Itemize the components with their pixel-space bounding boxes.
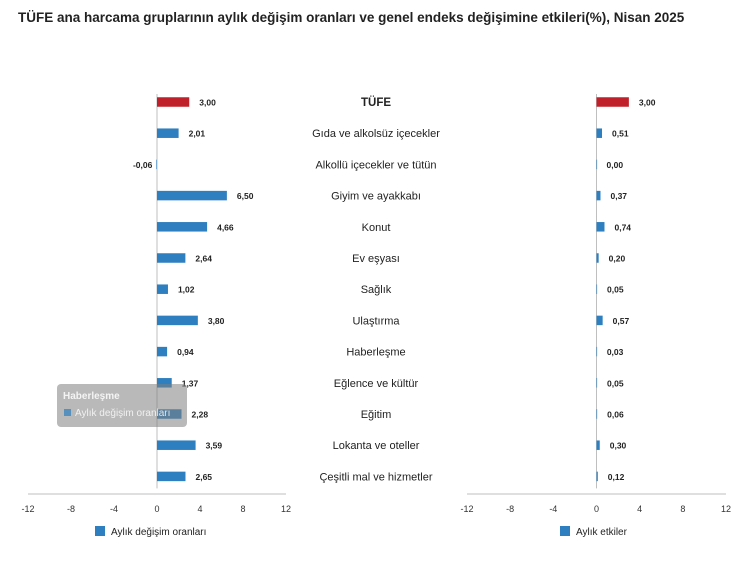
- effect-legend-swatch: [560, 526, 570, 536]
- effect-x-tick-label: -4: [549, 504, 557, 514]
- change-data-label: 6,50: [237, 191, 254, 201]
- change-data-label: 3,80: [208, 316, 225, 326]
- category-label: Giyim ve ayakkabı: [331, 191, 421, 203]
- change-x-tick-label: 8: [240, 504, 245, 514]
- change-legend-label: Aylık değişim oranları: [111, 527, 206, 538]
- change-x-tick-label: -4: [110, 504, 118, 514]
- effect-bar: [596, 253, 599, 263]
- change-data-label: 1,02: [178, 285, 195, 295]
- change-x-tick-label: 12: [281, 504, 291, 514]
- change-bar: [157, 222, 208, 232]
- change-bar: [157, 128, 179, 138]
- change-x-tick-label: -8: [67, 504, 75, 514]
- effect-data-label: 0,05: [607, 285, 624, 295]
- change-bar: [157, 284, 168, 294]
- tooltip-series-label: Aylık değişim oranları: [75, 408, 170, 419]
- category-label: Çeşitli mal ve hizmetler: [319, 471, 432, 483]
- effect-data-label: 0,37: [610, 191, 627, 201]
- category-label: Sağlık: [361, 284, 392, 296]
- change-x-tick-label: -12: [21, 504, 34, 514]
- effect-data-label: 0,51: [612, 129, 629, 139]
- change-x-tick-label: 0: [154, 504, 159, 514]
- effect-bar: [596, 284, 598, 294]
- tooltip-title: Haberleşme: [63, 391, 120, 402]
- effect-data-label: 0,00: [607, 160, 624, 170]
- effect-bar: [596, 190, 601, 201]
- change-data-label: 3,59: [206, 441, 223, 451]
- change-bar: [157, 471, 186, 482]
- effect-x-tick-label: -8: [506, 504, 514, 514]
- chart-title: TÜFE ana harcama gruplarının aylık değiş…: [18, 10, 685, 25]
- change-data-label: -0,06: [133, 160, 153, 170]
- category-label: TÜFE: [361, 96, 391, 109]
- change-legend-swatch: [95, 526, 105, 536]
- effect-data-label: 0,30: [610, 441, 627, 451]
- change-bar: [157, 315, 198, 326]
- category-label: Lokanta ve oteller: [333, 440, 420, 452]
- change-data-label: 2,01: [189, 129, 206, 139]
- effect-x-tick-label: 12: [721, 504, 731, 514]
- change-data-label: 0,94: [177, 347, 194, 357]
- effect-x-tick-label: 0: [594, 504, 599, 514]
- effect-bar: [596, 315, 603, 326]
- effect-data-label: 0,74: [614, 222, 631, 232]
- category-label: Alkollü içecekler ve tütün: [315, 159, 436, 171]
- change-data-label: 2,65: [195, 472, 212, 482]
- change-bar: [157, 440, 196, 450]
- effect-data-label: 0,06: [607, 410, 624, 420]
- category-label: Eğlence ve kültür: [334, 378, 419, 390]
- effect-bar: [596, 409, 598, 419]
- change-data-label: 1,37: [182, 378, 199, 388]
- change-bar: [157, 346, 168, 357]
- category-label: Konut: [362, 222, 391, 234]
- change-x-tick-label: 4: [197, 504, 202, 514]
- category-label: Ulaştırma: [352, 315, 400, 327]
- effect-data-label: 0,05: [607, 378, 624, 388]
- effect-data-label: 0,57: [613, 316, 630, 326]
- effect-bar: [596, 440, 600, 450]
- effect-bar: [596, 471, 598, 482]
- effect-data-label: 0,20: [609, 254, 626, 264]
- change-bar: [157, 253, 186, 263]
- change-data-label: 2,64: [195, 254, 212, 264]
- effect-data-label: 0,03: [607, 347, 624, 357]
- change-bar: [157, 190, 227, 201]
- change-bar: [157, 378, 172, 388]
- effect-bar: [596, 159, 598, 170]
- change-data-label: 2,28: [192, 410, 209, 420]
- change-bar: [156, 159, 157, 170]
- change-data-label: 3,00: [199, 98, 216, 108]
- effect-bar: [596, 378, 598, 388]
- effect-bar: [596, 97, 629, 107]
- effect-x-tick-label: 4: [637, 504, 642, 514]
- effect-legend-label: Aylık etkiler: [576, 527, 628, 538]
- change-bar: [157, 97, 190, 107]
- category-label: Ev eşyası: [352, 253, 400, 265]
- change-data-label: 4,66: [217, 222, 234, 232]
- hover-tooltip: Haberleşme Aylık değişim oranları: [57, 384, 187, 427]
- effect-data-label: 0,12: [608, 472, 625, 482]
- tooltip-box: [57, 384, 187, 427]
- category-label: Haberleşme: [346, 347, 405, 359]
- effect-data-label: 3,00: [639, 98, 656, 108]
- effect-bar: [596, 346, 598, 357]
- category-label: Eğitim: [361, 409, 392, 421]
- effect-x-tick-label: 8: [680, 504, 685, 514]
- category-label: Gıda ve alkolsüz içecekler: [312, 128, 440, 140]
- effect-bar: [596, 222, 605, 232]
- tooltip-swatch: [64, 409, 71, 416]
- effect-bar: [596, 128, 603, 138]
- effect-x-tick-label: -12: [460, 504, 473, 514]
